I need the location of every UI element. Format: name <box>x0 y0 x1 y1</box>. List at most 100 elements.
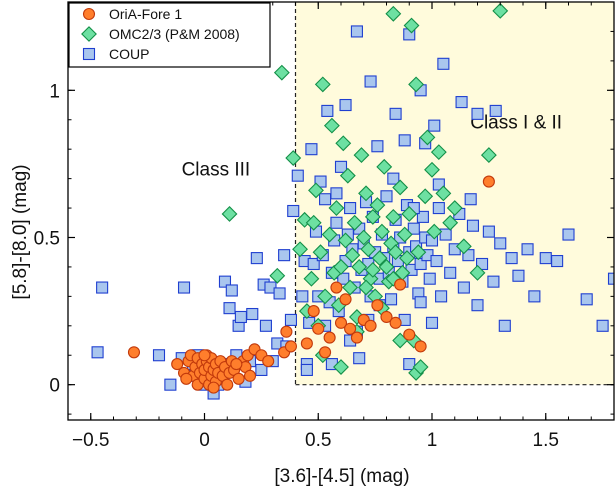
circle-point <box>482 175 495 188</box>
diamond-point <box>312 244 329 261</box>
region-annotation: Class III <box>182 160 251 181</box>
square-point <box>334 160 348 173</box>
square-point <box>580 293 593 306</box>
diamond-point <box>424 161 440 178</box>
diamond-point <box>430 144 447 161</box>
y-axis-label: [5.8]-[8.0] (mag) <box>10 164 31 299</box>
diamond-point <box>305 214 322 231</box>
square-point <box>437 57 450 70</box>
square-point <box>291 169 304 182</box>
square-point <box>455 96 468 109</box>
circle-point <box>307 305 320 318</box>
circle-point <box>312 322 325 335</box>
circle-point <box>319 346 332 359</box>
square-point <box>439 228 452 241</box>
circle-point <box>350 331 363 344</box>
diamond-point <box>469 264 486 281</box>
square-point <box>551 254 564 268</box>
square-point <box>353 352 366 365</box>
legend-marker-circle <box>82 7 96 21</box>
diamond-point <box>442 214 459 231</box>
diamond-point <box>292 241 308 258</box>
square-point <box>471 299 484 312</box>
square-point <box>521 243 534 256</box>
diamond-point <box>401 206 418 222</box>
square-point <box>218 275 232 288</box>
region-annotation: Class I & II <box>470 113 562 134</box>
diamond-point <box>358 185 374 202</box>
square-point <box>223 302 236 315</box>
diamond-point <box>403 17 420 34</box>
diamond-point <box>346 214 363 231</box>
square-point <box>487 275 500 288</box>
square-point <box>562 228 575 241</box>
square-point <box>416 210 429 223</box>
circle-point <box>232 372 245 385</box>
diamond-point <box>344 247 361 264</box>
circle-point <box>334 316 348 329</box>
square-point <box>457 281 470 294</box>
diamond-point <box>410 244 427 261</box>
diamond-point <box>412 359 429 375</box>
diamond-point <box>369 197 386 214</box>
circle-point <box>414 340 427 353</box>
diamond-point <box>308 182 324 199</box>
legend-label: OMC2/3 (P&M 2008) <box>109 26 240 42</box>
diamond-point <box>303 270 320 287</box>
square-point <box>414 296 427 309</box>
diamond-point <box>435 185 452 202</box>
square-point <box>225 284 238 297</box>
diamond-point <box>358 279 374 296</box>
circle-point <box>171 358 184 371</box>
square-point <box>505 252 518 265</box>
square-point <box>489 104 502 117</box>
square-point <box>344 202 357 215</box>
legend-box <box>68 2 271 68</box>
diamond-point <box>321 226 338 243</box>
x-tick-label: 1 <box>427 430 438 451</box>
diamond-point <box>342 279 359 296</box>
legend-label: OriA-Fore 1 <box>109 6 182 22</box>
square-point <box>464 193 477 206</box>
square-point <box>466 219 480 232</box>
circle-point <box>339 293 352 306</box>
legend-label: COUP <box>109 46 149 62</box>
diamond-point <box>285 150 302 166</box>
diamond-point <box>385 5 402 22</box>
circle-point <box>280 325 293 338</box>
square-point <box>539 252 552 265</box>
square-point <box>403 358 416 371</box>
circle-point <box>403 328 416 341</box>
diamond-point <box>355 229 372 246</box>
circle-point <box>371 299 384 312</box>
circle-point <box>207 381 220 394</box>
diamond-point <box>371 250 388 267</box>
diamond-point <box>339 167 356 184</box>
diamond-point <box>426 223 443 240</box>
x-tick-label: −0.5 <box>72 430 110 451</box>
diamond-point <box>269 267 286 284</box>
square-point <box>389 107 402 120</box>
diamond-point <box>378 259 395 275</box>
circle-point <box>262 355 275 368</box>
square-point <box>423 272 436 285</box>
diamond-point <box>455 238 472 255</box>
diamond-point <box>364 261 381 278</box>
square-point <box>444 266 457 279</box>
circle-point <box>323 331 336 344</box>
square-point <box>432 202 445 215</box>
diamond-point <box>273 64 290 81</box>
circle-point <box>364 319 377 332</box>
diamond-point <box>333 259 349 275</box>
x-axis-label: [3.6]-[4.5] (mag) <box>274 466 409 487</box>
y-tick-label: 0.5 <box>34 228 60 249</box>
square-point <box>407 222 420 235</box>
square-point <box>152 349 166 362</box>
square-point <box>287 204 300 218</box>
diamond-point <box>351 259 368 275</box>
diamond-point <box>374 223 390 240</box>
circle-point <box>243 369 257 382</box>
x-tick-label: 1.5 <box>533 430 559 451</box>
diamond-point <box>328 200 345 216</box>
square-point <box>607 272 614 285</box>
